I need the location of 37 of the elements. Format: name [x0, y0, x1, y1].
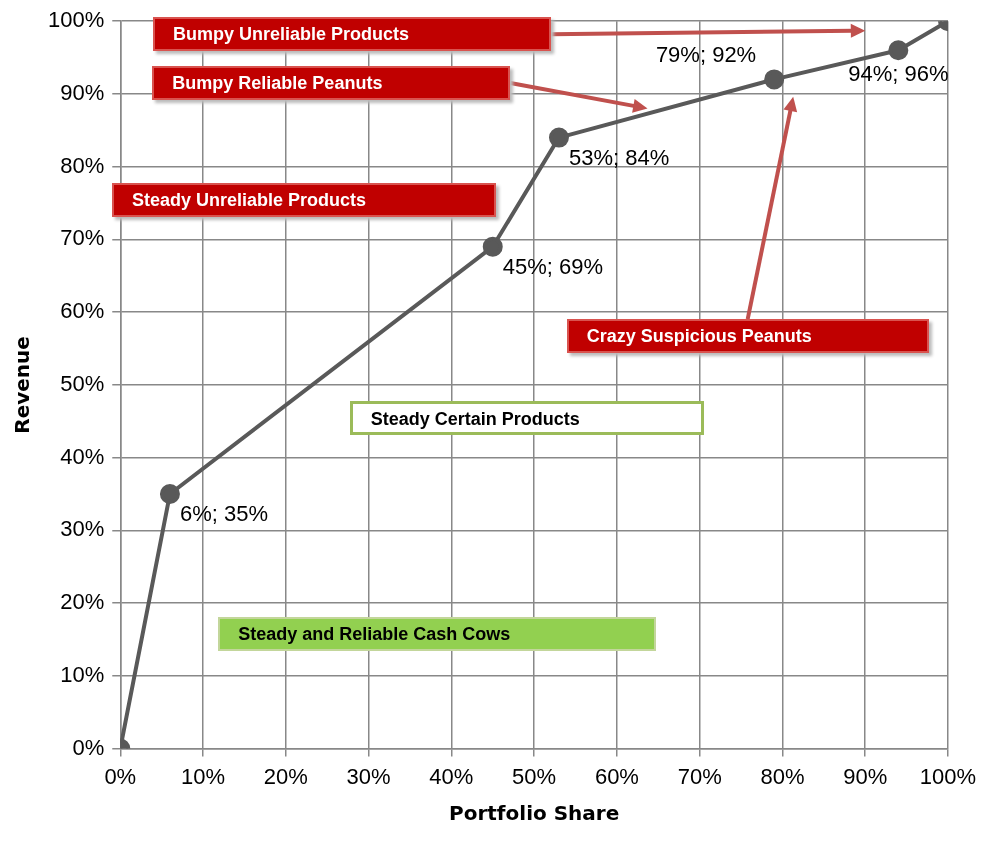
data-label: 53%; 84%	[568, 144, 670, 170]
point	[888, 40, 909, 61]
note-box: Steady Certain Products	[349, 400, 704, 435]
data-label: 94%; 96%	[848, 61, 949, 87]
data-label: 45%; 69%	[502, 253, 604, 279]
y-tick-label: 40%	[60, 443, 105, 469]
x-tick-label: 10%	[181, 763, 226, 789]
x-tick-label: 50%	[512, 763, 557, 789]
note-box: Bumpy Unreliable Products	[153, 17, 552, 52]
y-tick-label: 60%	[60, 298, 105, 324]
point	[764, 69, 785, 90]
x-tick-label: 30%	[346, 763, 391, 789]
y-tick-label: 20%	[60, 589, 105, 615]
note-box: Crazy Suspicious Peanuts	[566, 319, 929, 354]
y-tick-label: 0%	[72, 734, 105, 760]
data-label: 6%; 35%	[179, 501, 268, 527]
y-tick-label: 30%	[60, 516, 105, 542]
x-tick-label: 60%	[594, 763, 639, 789]
y-tick-label: 50%	[60, 370, 105, 396]
y-tick-label: 80%	[60, 152, 105, 178]
x-tick-label: 100%	[919, 763, 977, 789]
y-tick-label: 100%	[47, 7, 105, 33]
y-tick-label: 10%	[60, 661, 105, 687]
y-tick-label: 90%	[60, 80, 105, 105]
x-tick-label: 40%	[429, 763, 474, 789]
data-label: 79%; 92%	[655, 42, 757, 68]
x-tick-label: 70%	[677, 763, 722, 789]
x-tick-label: 20%	[263, 763, 308, 789]
note-box: Steady and Reliable Cash Cows	[218, 617, 657, 652]
note-box: Steady Unreliable Products	[112, 183, 496, 218]
y-tick-label: 70%	[60, 225, 105, 251]
x-tick-label: 90%	[843, 763, 888, 789]
x-tick-label: 80%	[760, 763, 805, 789]
x-tick-label: 0%	[104, 763, 137, 789]
x-axis-title: Portfolio Share	[449, 801, 620, 826]
y-axis-title: Revenue	[10, 336, 35, 434]
note-box: Bumpy Reliable Peanuts	[152, 66, 511, 100]
